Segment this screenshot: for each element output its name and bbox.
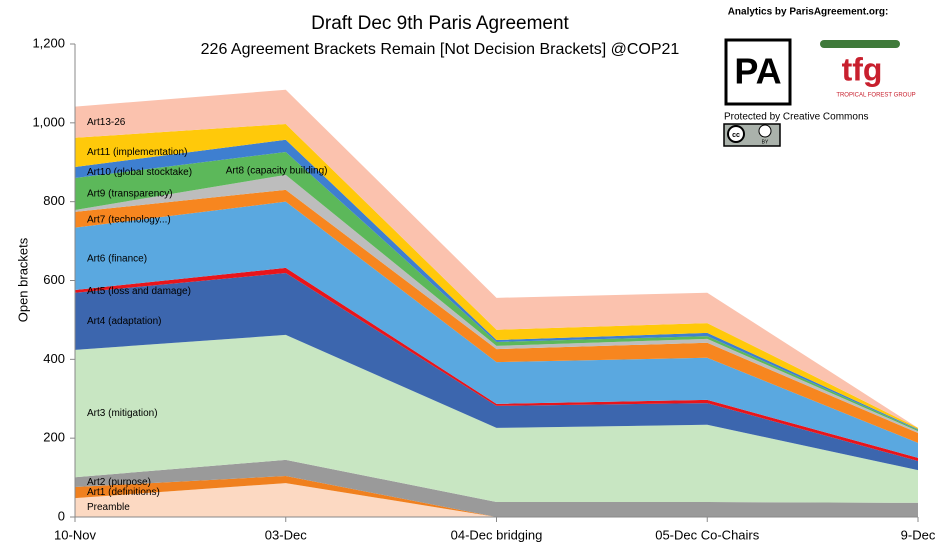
cc-icon-text: cc [732,132,740,139]
y-tick-label: 1,000 [32,114,65,129]
area [75,201,918,458]
area [75,483,918,517]
chart-subtitle: 226 Agreement Brackets Remain [Not Decis… [201,41,680,58]
series-label: Art9 (transparency) [87,189,173,200]
series-label: Art13-26 [87,117,126,128]
y-tick-label: 200 [43,430,65,445]
y-tick-label: 1,200 [32,35,65,50]
series-label: Art10 (global stocktake) [87,167,192,178]
by-icon [758,124,772,138]
x-tick-label: 10-Nov [54,527,96,542]
y-tick-label: 0 [58,508,65,523]
series-label: Art1 (definitions) [87,487,160,498]
tfg-name: TROPICAL FOREST GROUP [836,93,915,99]
x-tick-label: 03-Dec [265,527,307,542]
x-tick-label: 9-Dec [901,527,936,542]
series-label: Art6 (finance) [87,253,147,264]
tfg-tree [820,40,900,48]
series-label: Art5 (loss and damage) [87,286,191,297]
series-label: Art3 (mitigation) [87,408,158,419]
cc-icon [727,125,745,143]
x-tick-label: 05-Dec Co-Chairs [655,527,760,542]
area [75,334,918,503]
series-label: Art4 (adaptation) [87,316,162,327]
area [75,124,918,430]
area [75,459,918,517]
y-tick-label: 600 [43,272,65,287]
series-label: Art11 (implementation) [87,147,187,158]
series-label: Art7 (technology...) [87,214,171,225]
license-text: Protected by Creative Commons [724,112,869,123]
area [75,152,918,432]
by-text: BY [762,139,769,145]
pa-logo-text: PA [734,51,781,92]
credit-text: Analytics by ParisAgreement.org: [728,7,889,18]
area [75,174,918,434]
series-label: Art8 (capacity building) [226,166,328,177]
y-tick-label: 400 [43,351,65,366]
area [75,89,918,428]
series-label: Art2 (purpose) [87,477,151,488]
y-tick-label: 800 [43,193,65,208]
y-axis-label: Open brackets [15,237,30,322]
area [75,273,918,471]
tfg-logo-text: tfg [842,51,883,87]
x-tick-label: 04-Dec bridging [451,527,543,542]
pa-logo [724,38,792,106]
area [75,189,918,443]
chart-title: Draft Dec 9th Paris Agreement [311,13,569,34]
series-label: Preamble [87,502,130,513]
